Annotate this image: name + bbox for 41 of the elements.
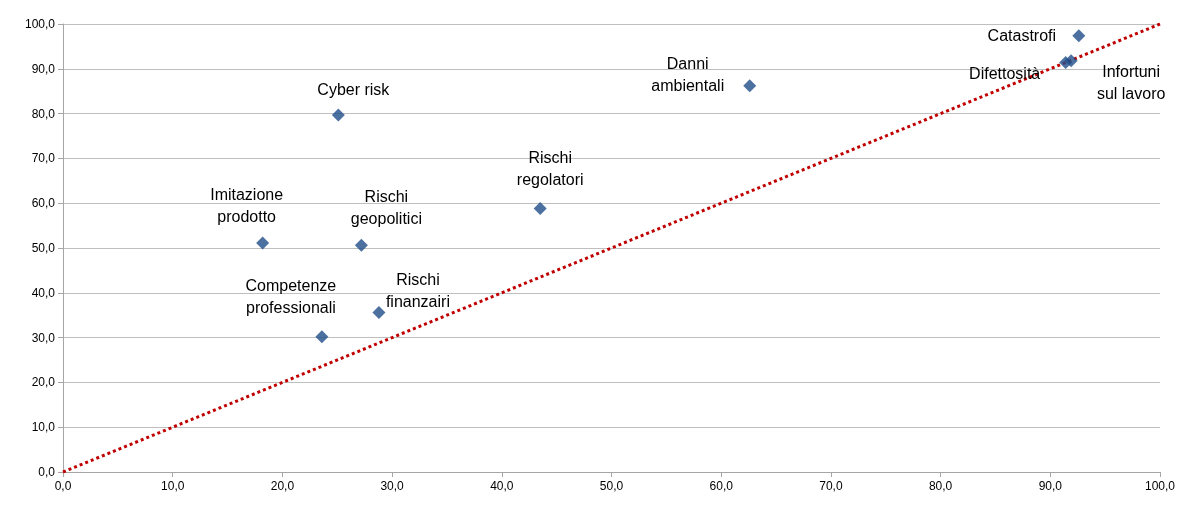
annotation: Infortuni sul lavoro <box>1096 63 1166 103</box>
x-tick-label: 30,0 <box>380 479 405 493</box>
point <box>1072 29 1086 43</box>
annotation: Catastrofi <box>987 27 1057 45</box>
y-tick-label: 90,0 <box>31 61 56 76</box>
point <box>743 79 757 93</box>
annotation: Cyber risk <box>317 81 391 99</box>
point <box>533 202 547 216</box>
y-tick-label: 60,0 <box>31 196 56 211</box>
x-tick-label: 70,0 <box>819 479 843 493</box>
y-tick-label: 80,0 <box>31 106 56 121</box>
y-tick-label: 40,0 <box>31 285 56 300</box>
y-tick-label: 30,0 <box>31 330 56 345</box>
point <box>331 108 345 122</box>
x-tick-label: 0,0 <box>54 479 72 493</box>
y-tick-label: 100,0 <box>24 17 56 31</box>
y-tick-label: 10,0 <box>31 420 56 435</box>
y-tick-label: 50,0 <box>31 241 56 255</box>
x-tick-label: 20,0 <box>270 479 295 493</box>
point <box>315 330 329 344</box>
x-tick-label: 80,0 <box>928 479 953 493</box>
annotation: Competenze professionali <box>245 277 337 317</box>
x-tick-label: 90,0 <box>1038 479 1063 493</box>
x-tick-label: 100,0 <box>1144 479 1176 493</box>
y-tick-label: 70,0 <box>31 151 56 166</box>
annotation: Danni ambientali <box>651 55 725 95</box>
annotation: Rischi geopolitici <box>350 187 422 227</box>
point <box>354 238 368 252</box>
y-tick-label: 0,0 <box>38 465 56 479</box>
annotation: Imitazione prodotto <box>210 185 284 225</box>
y-tick-label: 20,0 <box>31 375 56 390</box>
point <box>372 306 386 320</box>
annotation: Rischi finanzairi <box>385 271 450 311</box>
point <box>256 236 270 250</box>
annotation: Rischi regolatori <box>516 149 584 189</box>
point <box>1064 54 1078 68</box>
x-tick-label: 60,0 <box>709 479 734 493</box>
annotation: Difettosità <box>969 65 1041 83</box>
x-tick-label: 40,0 <box>490 479 514 493</box>
x-tick-label: 50,0 <box>599 479 624 493</box>
x-tick-label: 10,0 <box>161 479 185 493</box>
